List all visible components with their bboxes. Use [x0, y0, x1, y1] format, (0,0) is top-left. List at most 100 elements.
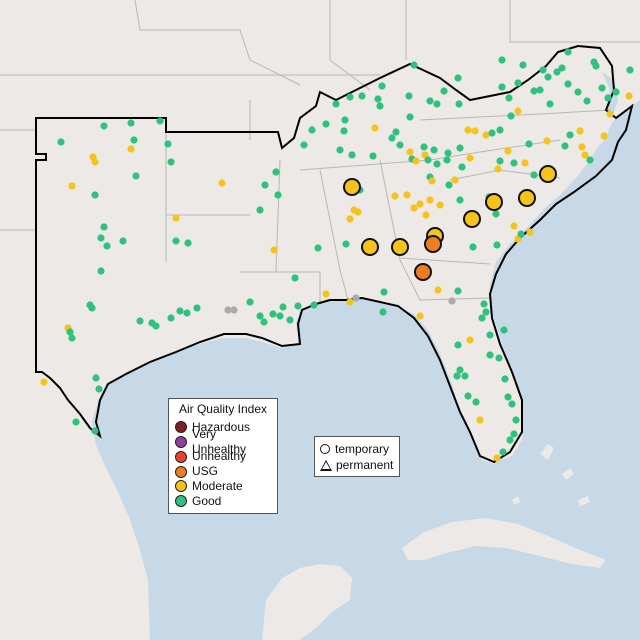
monitor-station[interactable] — [600, 132, 608, 140]
monitor-station[interactable] — [517, 230, 525, 238]
monitor-station[interactable] — [451, 176, 459, 184]
monitor-station[interactable] — [346, 93, 354, 101]
monitor-station[interactable] — [578, 143, 586, 151]
monitor-station[interactable] — [472, 398, 480, 406]
temporary-monitor-station[interactable] — [391, 238, 409, 256]
monitor-station[interactable] — [453, 372, 461, 380]
monitor-station[interactable] — [469, 243, 477, 251]
monitor-station[interactable] — [478, 314, 486, 322]
monitor-station[interactable] — [506, 436, 514, 444]
monitor-station[interactable] — [581, 151, 589, 159]
monitor-station[interactable] — [433, 100, 441, 108]
monitor-station[interactable] — [88, 304, 96, 312]
monitor-station[interactable] — [286, 316, 294, 324]
monitor-station[interactable] — [136, 317, 144, 325]
monitor-station[interactable] — [95, 385, 103, 393]
monitor-station[interactable] — [127, 145, 135, 153]
monitor-station[interactable] — [564, 48, 572, 56]
monitor-station[interactable] — [308, 126, 316, 134]
monitor-station[interactable] — [546, 100, 554, 108]
monitor-station[interactable] — [598, 84, 606, 92]
temporary-monitor-station[interactable] — [518, 189, 536, 207]
monitor-station[interactable] — [440, 87, 448, 95]
monitor-station[interactable] — [514, 79, 522, 87]
monitor-station[interactable] — [576, 127, 584, 135]
monitor-station[interactable] — [322, 290, 330, 298]
monitor-station[interactable] — [172, 214, 180, 222]
monitor-station[interactable] — [499, 448, 507, 456]
monitor-station[interactable] — [261, 181, 269, 189]
monitor-station[interactable] — [167, 158, 175, 166]
monitor-station[interactable] — [454, 287, 462, 295]
monitor-station[interactable] — [322, 120, 330, 128]
monitor-station[interactable] — [380, 288, 388, 296]
monitor-station[interactable] — [392, 128, 400, 136]
monitor-station[interactable] — [314, 244, 322, 252]
temporary-monitor-station[interactable] — [343, 178, 361, 196]
monitor-station[interactable] — [406, 113, 414, 121]
monitor-station[interactable] — [482, 308, 490, 316]
monitor-station[interactable] — [66, 328, 74, 336]
monitor-station[interactable] — [167, 314, 175, 322]
monitor-station[interactable] — [458, 163, 466, 171]
monitor-station[interactable] — [91, 191, 99, 199]
monitor-station[interactable] — [558, 64, 566, 72]
monitor-station[interactable] — [426, 97, 434, 105]
monitor-station[interactable] — [510, 430, 518, 438]
monitor-station[interactable] — [454, 74, 462, 82]
monitor-station[interactable] — [566, 131, 574, 139]
monitor-station[interactable] — [416, 312, 424, 320]
monitor-station[interactable] — [480, 300, 488, 308]
monitor-station[interactable] — [433, 160, 441, 168]
monitor-station[interactable] — [493, 241, 501, 249]
monitor-station[interactable] — [501, 375, 509, 383]
monitor-station[interactable] — [456, 144, 464, 152]
temporary-monitor-station[interactable] — [414, 263, 432, 281]
monitor-station[interactable] — [612, 88, 620, 96]
monitor-station[interactable] — [564, 80, 572, 88]
monitor-station[interactable] — [156, 117, 164, 125]
monitor-station[interactable] — [416, 200, 424, 208]
monitor-station[interactable] — [270, 246, 278, 254]
monitor-station[interactable] — [40, 378, 48, 386]
monitor-station[interactable] — [183, 309, 191, 317]
monitor-station[interactable] — [358, 92, 366, 100]
monitor-station[interactable] — [543, 137, 551, 145]
monitor-station[interactable] — [424, 156, 432, 164]
monitor-station[interactable] — [269, 310, 277, 318]
monitor-station[interactable] — [445, 181, 453, 189]
monitor-station[interactable] — [456, 196, 464, 204]
monitor-station[interactable] — [443, 156, 451, 164]
monitor-station[interactable] — [606, 110, 614, 118]
monitor-station[interactable] — [454, 341, 462, 349]
monitor-station[interactable] — [505, 94, 513, 102]
monitor-station[interactable] — [130, 136, 138, 144]
monitor-station[interactable] — [346, 215, 354, 223]
monitor-station[interactable] — [510, 159, 518, 167]
monitor-station[interactable] — [526, 228, 534, 236]
monitor-station[interactable] — [510, 222, 518, 230]
monitor-station[interactable] — [260, 318, 268, 326]
monitor-station[interactable] — [97, 234, 105, 242]
monitor-station[interactable] — [256, 206, 264, 214]
monitor-station[interactable] — [97, 267, 105, 275]
monitor-station[interactable] — [500, 326, 508, 334]
monitor-station[interactable] — [461, 372, 469, 380]
monitor-station[interactable] — [391, 192, 399, 200]
temporary-monitor-station[interactable] — [424, 235, 442, 253]
monitor-station[interactable] — [291, 274, 299, 282]
monitor-station[interactable] — [507, 112, 515, 120]
monitor-station[interactable] — [504, 147, 512, 155]
monitor-station[interactable] — [403, 191, 411, 199]
monitor-station[interactable] — [379, 308, 387, 316]
monitor-station[interactable] — [492, 210, 500, 218]
temporary-monitor-station[interactable] — [485, 193, 503, 211]
monitor-station[interactable] — [68, 182, 76, 190]
monitor-station[interactable] — [553, 68, 561, 76]
monitor-station[interactable] — [376, 102, 384, 110]
temporary-monitor-station[interactable] — [361, 238, 379, 256]
monitor-station[interactable] — [625, 92, 633, 100]
monitor-station[interactable] — [276, 312, 284, 320]
monitor-station[interactable] — [332, 100, 340, 108]
